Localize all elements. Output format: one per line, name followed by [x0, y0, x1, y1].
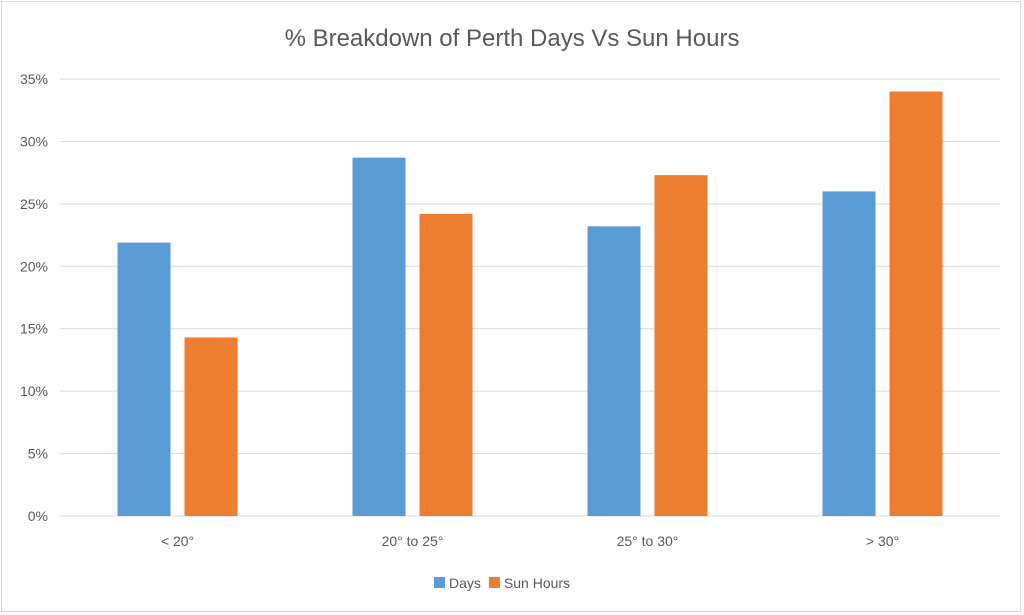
legend-label: Days: [449, 575, 481, 591]
x-tick-label: 20° to 25°: [382, 533, 444, 549]
x-tick-label: 25° to 30°: [617, 533, 679, 549]
y-tick-label: 5%: [28, 446, 48, 462]
legend-swatch: [434, 577, 445, 588]
bar-sun-hours: [184, 337, 238, 516]
bar-sun-hours: [889, 91, 943, 516]
y-tick-label: 0%: [28, 508, 48, 524]
legend-label: Sun Hours: [504, 575, 570, 591]
legend-swatch: [488, 577, 500, 588]
y-tick-label: 10%: [20, 383, 48, 399]
bar-sun-hours: [419, 213, 473, 517]
y-tick-label: 15%: [20, 321, 48, 337]
x-tick-label: < 20°: [161, 533, 194, 549]
y-tick-label: 25%: [20, 196, 48, 212]
bar-sun-hours: [654, 175, 708, 516]
y-tick-label: 30%: [20, 133, 48, 149]
y-tick-label: 35%: [20, 71, 48, 87]
bar-days: [352, 157, 406, 516]
x-tick-label: > 30°: [866, 533, 899, 549]
bar-days: [587, 226, 641, 516]
bar-days: [822, 191, 876, 516]
chart-title: % Breakdown of Perth Days Vs Sun Hours: [285, 25, 740, 52]
bar-days: [117, 242, 171, 516]
y-tick-label: 20%: [20, 258, 48, 274]
